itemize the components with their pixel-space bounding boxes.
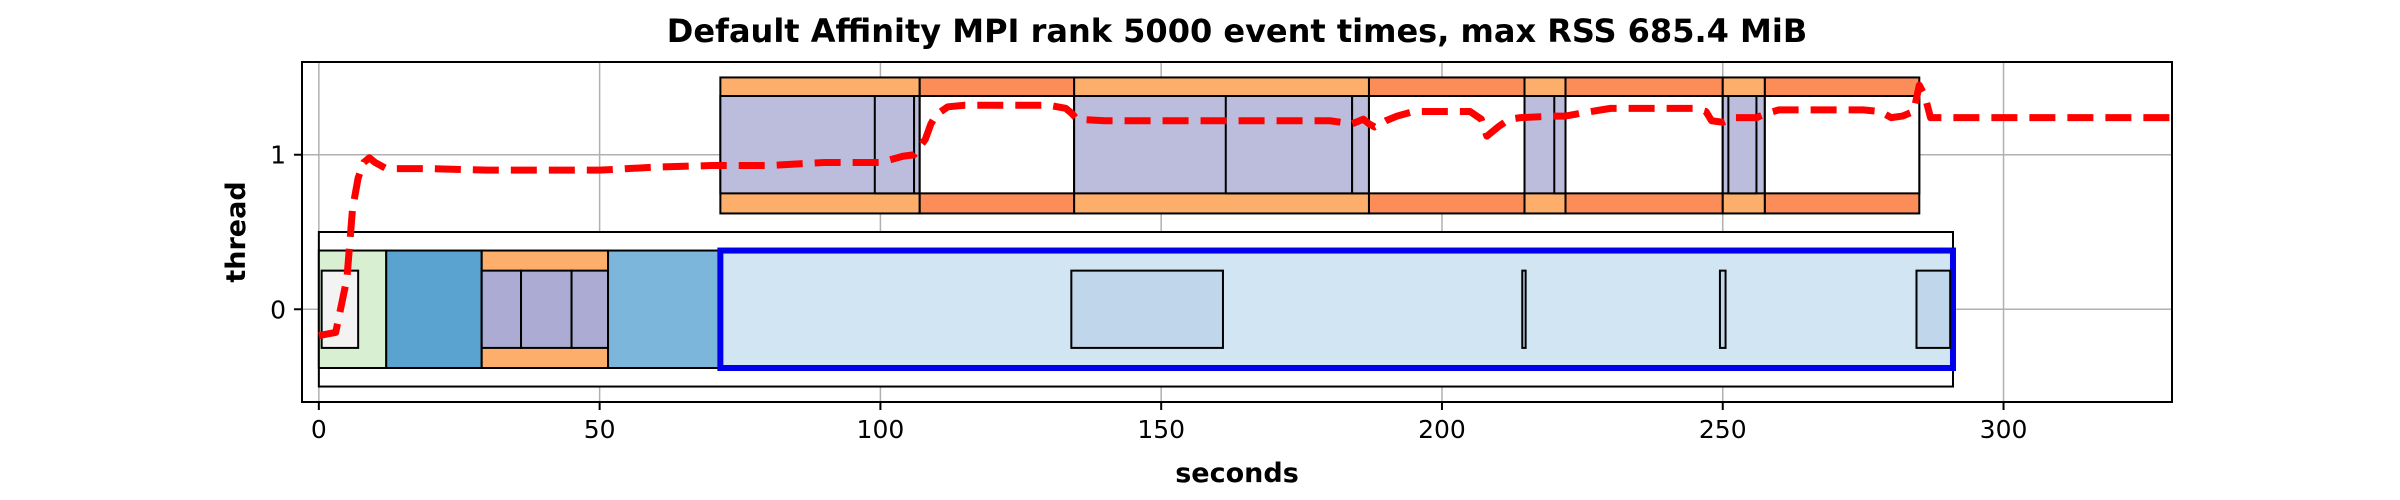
rss-line [318, 81, 2172, 339]
y-axis-label: thread [221, 181, 252, 282]
event-bar-thread-1 [1727, 95, 1758, 195]
event-bar-thread-1 [1351, 95, 1370, 195]
event-bar-thread-1 [873, 95, 916, 195]
event-bar-thread-0 [480, 269, 523, 349]
x-tick-label: 50 [584, 415, 616, 444]
event-bar-thread-0 [717, 247, 1956, 371]
event-bar-thread-0 [607, 249, 722, 369]
event-bar-thread-0 [570, 269, 610, 349]
x-tick-label: 0 [311, 415, 327, 444]
x-tick-label: 200 [1418, 415, 1466, 444]
event-bar-thread-1 [1553, 95, 1567, 195]
event-bar-thread-1 [1224, 95, 1354, 195]
event-bar-thread-0 [1718, 269, 1727, 349]
axis-ticks: 0 50 100 150 200 250 300 0 1 [270, 141, 2027, 444]
x-tick-label: 300 [1980, 415, 2028, 444]
chart-title: Default Affinity MPI rank 5000 event tim… [667, 12, 1807, 50]
x-axis-label: seconds [1175, 458, 1299, 489]
x-tick-label: 150 [1137, 415, 1185, 444]
event-bar-thread-0 [320, 269, 360, 349]
event-bar-thread-0 [520, 269, 573, 349]
x-tick-label: 100 [857, 415, 905, 444]
x-tick-label: 250 [1699, 415, 1747, 444]
event-bars [317, 76, 1956, 388]
y-tick-label: 0 [270, 295, 286, 324]
event-bar-thread-0 [1070, 269, 1224, 349]
rss-line-layer [318, 81, 2172, 339]
event-bar-thread-0 [1521, 269, 1527, 349]
event-bar-thread-0 [385, 249, 483, 369]
plot-area-frame [301, 61, 2173, 403]
y-tick-label: 1 [270, 141, 286, 170]
event-bar-thread-0 [1915, 269, 1952, 349]
